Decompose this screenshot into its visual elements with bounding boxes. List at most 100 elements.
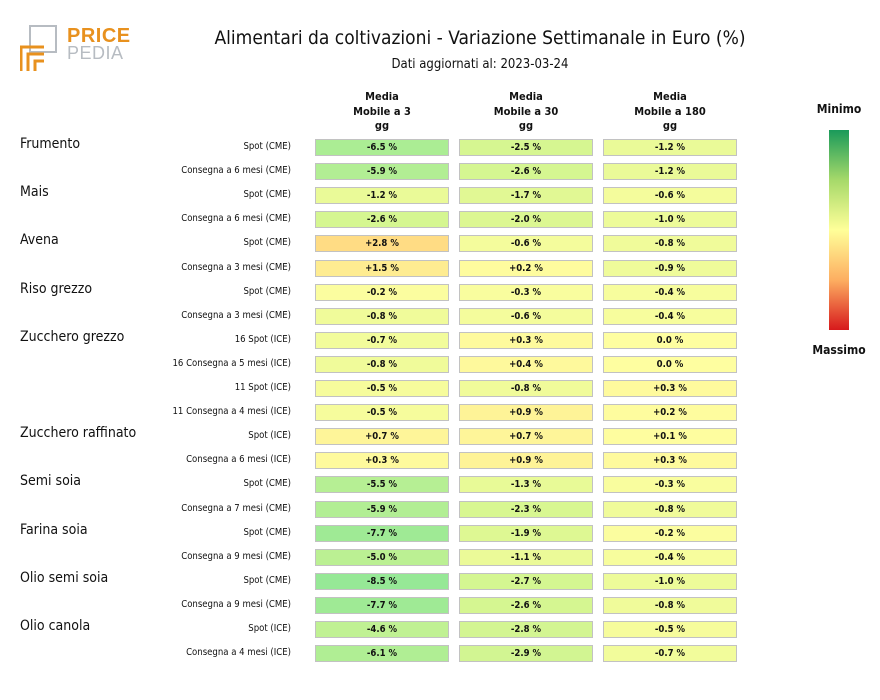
- group-label: Olio semi soia: [20, 569, 109, 586]
- heatmap-cell: -1.1 %: [459, 548, 593, 566]
- heatmap-cell: -0.8 %: [603, 596, 737, 614]
- row-label: Spot (CME): [243, 526, 291, 538]
- row-label: Spot (CME): [243, 189, 291, 201]
- heatmap-cell: -1.2 %: [315, 187, 449, 205]
- heatmap-cell: -6.1 %: [315, 645, 449, 663]
- heatmap-cell: -2.3 %: [459, 500, 593, 518]
- heatmap-cell: -0.6 %: [459, 235, 593, 253]
- heatmap-cell: -0.4 %: [603, 548, 737, 566]
- row-label: Spot (CME): [243, 285, 291, 297]
- heatmap-cell: -5.5 %: [315, 476, 449, 494]
- heatmap-cell: -6.5 %: [315, 139, 449, 156]
- chart-subtitle: Dati aggiornati al: 2023-03-24: [391, 57, 569, 72]
- row-label: Spot (CME): [243, 574, 291, 586]
- heatmap-cell: -0.5 %: [315, 404, 449, 422]
- heatmap-cell: -2.0 %: [459, 211, 593, 229]
- row-label: 16 Consegna a 5 mesi (ICE): [172, 357, 292, 369]
- heatmap-cell: -5.0 %: [315, 548, 449, 566]
- group-label: Riso grezzo: [20, 280, 93, 297]
- heatmap-cell: -2.6 %: [459, 163, 593, 181]
- row-label: Spot (ICE): [248, 430, 291, 442]
- heatmap-cell: -2.9 %: [459, 645, 593, 663]
- heatmap-cell: -0.7 %: [315, 331, 449, 349]
- legend-max-label: Massimo: [812, 343, 866, 357]
- legend-min-label: Minimo: [816, 102, 862, 116]
- row-label: Consegna a 9 mesi (CME): [181, 550, 291, 562]
- heatmap-cell: -0.8 %: [315, 307, 449, 325]
- heatmap-cell: -0.2 %: [603, 524, 737, 542]
- heatmap-cell: -0.6 %: [459, 307, 593, 325]
- heatmap-cell: -0.7 %: [603, 645, 737, 663]
- legend-colorbar: [829, 130, 849, 330]
- heatmap-cell: -1.2 %: [603, 163, 737, 181]
- heatmap-cell: -2.6 %: [459, 596, 593, 614]
- heatmap-cell: -8.5 %: [315, 572, 449, 590]
- heatmap-cell: -5.9 %: [315, 500, 449, 518]
- heatmap-cell: +0.7 %: [315, 428, 449, 446]
- heatmap-cell: -0.8 %: [603, 235, 737, 253]
- heatmap-cell: -0.3 %: [603, 476, 737, 494]
- group-label: Avena: [20, 232, 59, 249]
- heatmap-cell: +0.9 %: [459, 404, 593, 422]
- row-label: 11 Spot (ICE): [234, 382, 291, 393]
- heatmap-cell: -0.4 %: [603, 283, 737, 301]
- heatmap-cell: -1.3 %: [459, 476, 593, 494]
- logo-price-text: PRICE: [67, 25, 131, 47]
- row-label: Consegna a 9 mesi (CME): [181, 598, 291, 610]
- chart-title: Alimentari da coltivazioni - Variazione …: [214, 27, 746, 49]
- heatmap-cell: +0.3 %: [603, 452, 737, 470]
- row-label: Spot (CME): [243, 141, 291, 152]
- group-label: Farina soia: [20, 521, 88, 538]
- group-label: Zucchero grezzo: [20, 328, 125, 345]
- row-label: Spot (CME): [243, 237, 291, 249]
- heatmap-cell: -7.7 %: [315, 596, 449, 614]
- row-label: 16 Spot (ICE): [234, 333, 291, 345]
- group-label: Frumento: [20, 136, 81, 152]
- row-label: Consegna a 6 mesi (CME): [181, 165, 291, 177]
- heatmap-cell: -0.5 %: [603, 621, 737, 638]
- column-header-1: Media Mobile a 3 gg: [353, 90, 411, 132]
- pricepedia-logo-mark-icon: [20, 25, 57, 71]
- heatmap-cell: +2.8 %: [315, 235, 449, 253]
- group-label: Semi soia: [20, 473, 82, 490]
- heatmap-cell: -0.8 %: [315, 355, 449, 373]
- row-label: Consegna a 4 mesi (ICE): [186, 647, 291, 659]
- heatmap-cell: +0.2 %: [603, 404, 737, 422]
- heatmap-cell: -0.5 %: [315, 380, 449, 397]
- column-header-3: Media Mobile a 180 gg: [634, 90, 706, 132]
- row-label: Consegna a 7 mesi (CME): [181, 502, 291, 514]
- heatmap-cell: -0.2 %: [315, 283, 449, 301]
- row-label: 11 Consegna a 4 mesi (ICE): [172, 406, 292, 418]
- heatmap-cell: 0.0 %: [603, 355, 737, 373]
- heatmap-cell: -5.9 %: [315, 163, 449, 181]
- column-header-2: Media Mobile a 30 gg: [493, 90, 559, 132]
- logo-pedia-text: PEDIA: [67, 43, 124, 63]
- heatmap-cell: -1.0 %: [603, 211, 737, 229]
- heatmap-cell: +0.3 %: [315, 452, 449, 470]
- group-label: Zucchero raffinato: [20, 425, 137, 442]
- row-label: Consegna a 3 mesi (CME): [181, 261, 291, 273]
- heatmap-cell: +0.3 %: [459, 331, 593, 349]
- heatmap-cell: +0.7 %: [459, 428, 593, 446]
- heatmap-cell: -0.4 %: [603, 307, 737, 325]
- row-label: Consegna a 3 mesi (CME): [181, 309, 291, 321]
- heatmap-cell: -0.8 %: [459, 380, 593, 397]
- heatmap-cell: -0.3 %: [459, 283, 593, 301]
- heatmap-cell: -2.7 %: [459, 572, 593, 590]
- heatmap-cell: -1.2 %: [603, 139, 737, 156]
- group-label: Mais: [20, 184, 49, 201]
- heatmap-cell: +0.2 %: [459, 259, 593, 277]
- heatmap-cell: -0.8 %: [603, 500, 737, 518]
- heatmap-cell: -1.9 %: [459, 524, 593, 542]
- heatmap-cell: -2.8 %: [459, 621, 593, 638]
- heatmap-cell: +0.3 %: [603, 380, 737, 397]
- heatmap-cell: -4.6 %: [315, 621, 449, 638]
- legend-gradient: [829, 130, 849, 330]
- heatmap-cell: -0.9 %: [603, 259, 737, 277]
- row-label: Spot (ICE): [248, 623, 291, 634]
- pricepedia-logo: PRICE PEDIA: [20, 24, 130, 74]
- heatmap-cell: -0.6 %: [603, 187, 737, 205]
- heatmap-cell: +1.5 %: [315, 259, 449, 277]
- row-label: Spot (CME): [243, 478, 291, 490]
- group-label: Olio canola: [20, 618, 91, 634]
